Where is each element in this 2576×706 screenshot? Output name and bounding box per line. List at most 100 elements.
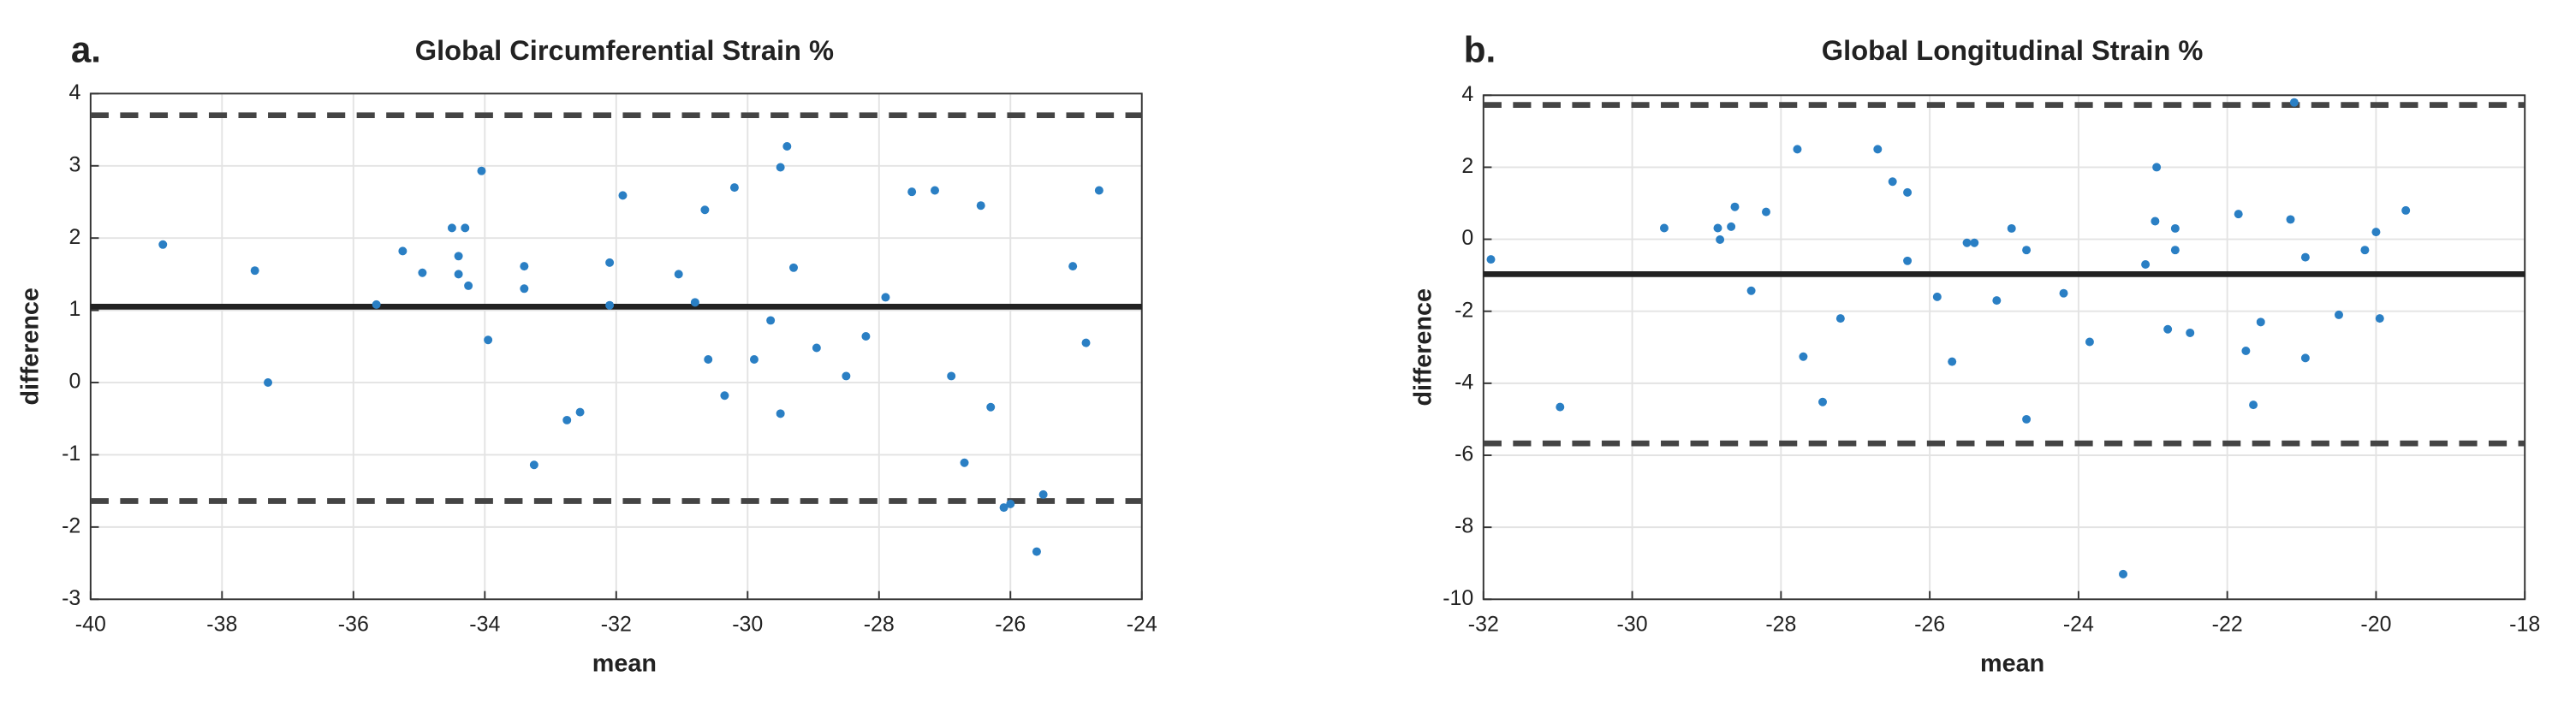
data-point	[2059, 288, 2068, 298]
x-tick-label: -40	[75, 613, 106, 637]
data-point	[484, 335, 493, 345]
data-point	[700, 205, 710, 215]
data-point	[947, 371, 956, 381]
x-tick-label: -32	[601, 613, 632, 637]
y-tick-label: 4	[68, 80, 80, 104]
data-point	[776, 163, 785, 172]
data-point	[1746, 286, 1756, 295]
x-tick-label: -28	[1765, 613, 1796, 637]
data-point	[1873, 145, 1883, 154]
data-point	[1948, 357, 1957, 366]
data-point	[2007, 223, 2016, 233]
data-point	[1799, 352, 1808, 361]
chart-title: Global Longitudinal Strain %	[1822, 34, 2204, 66]
y-tick-label: -10	[1443, 586, 1473, 610]
x-tick-label: -34	[469, 613, 500, 637]
data-point	[729, 183, 739, 193]
data-point	[1793, 145, 1802, 154]
data-point	[398, 246, 408, 256]
data-point	[2289, 98, 2299, 107]
y-tick-label: -1	[62, 442, 80, 466]
data-point	[562, 415, 572, 424]
data-point	[250, 266, 259, 276]
data-point	[907, 187, 917, 197]
data-point	[2371, 228, 2381, 237]
data-point	[842, 371, 851, 381]
data-point	[2022, 246, 2032, 255]
data-point	[2170, 246, 2180, 255]
plot-frame	[1482, 94, 2526, 601]
data-point	[1992, 296, 2002, 306]
data-point	[1038, 489, 1048, 499]
x-tick-label: -24	[1127, 613, 1157, 637]
data-point	[418, 268, 427, 277]
data-point	[477, 166, 486, 175]
data-point	[1888, 177, 1897, 187]
data-point	[2141, 260, 2151, 270]
data-point	[812, 343, 821, 353]
data-point	[2170, 223, 2180, 233]
x-tick-label: -22	[2212, 613, 2243, 637]
data-point	[931, 186, 939, 195]
data-point	[2375, 314, 2384, 323]
data-point	[976, 201, 985, 211]
data-point	[1903, 256, 1913, 265]
data-point	[372, 300, 381, 309]
data-point	[986, 402, 996, 412]
y-tick-label: 4	[1461, 82, 1473, 106]
y-tick-label: 2	[1461, 154, 1473, 178]
chart-title: Global Circumferential Strain %	[415, 34, 834, 66]
x-axis-label: mean	[592, 650, 657, 678]
data-point	[674, 270, 683, 279]
data-point	[1818, 397, 1827, 406]
y-tick-label: -8	[1455, 514, 1473, 538]
x-tick-label: -26	[995, 613, 1026, 637]
y-tick-label: 0	[68, 370, 80, 394]
x-tick-label: -18	[2509, 613, 2540, 637]
y-tick-label: 0	[1461, 226, 1473, 250]
data-point	[454, 252, 463, 261]
data-point	[520, 284, 529, 294]
data-point	[1932, 292, 1942, 301]
x-tick-label: -28	[864, 613, 895, 637]
data-point	[2256, 317, 2265, 327]
x-tick-label: -20	[2360, 613, 2391, 637]
data-point	[447, 223, 456, 233]
x-axis-label: mean	[1980, 650, 2044, 678]
data-point	[2022, 414, 2032, 424]
data-point	[690, 298, 699, 307]
y-tick-label: -3	[62, 586, 80, 610]
data-point	[454, 270, 463, 279]
data-point	[605, 258, 615, 267]
data-point	[704, 355, 713, 365]
y-tick-label: -4	[1455, 370, 1473, 394]
data-point	[1761, 207, 1770, 217]
data-point	[1727, 222, 1736, 231]
data-point	[999, 503, 1008, 513]
y-tick-label: 1	[68, 297, 80, 321]
data-point	[960, 458, 969, 467]
data-point	[529, 460, 538, 470]
data-point	[1068, 262, 1078, 271]
x-tick-label: -30	[1617, 613, 1648, 637]
data-point	[1659, 223, 1669, 233]
x-tick-label: -38	[206, 613, 237, 637]
data-point	[1556, 402, 1565, 412]
data-point	[881, 293, 890, 302]
x-tick-label: -36	[338, 613, 369, 637]
data-point	[2085, 337, 2094, 347]
data-point	[2151, 217, 2160, 226]
data-point	[461, 223, 470, 233]
data-point	[776, 409, 785, 418]
data-point	[749, 355, 759, 365]
data-point	[1730, 202, 1740, 211]
data-point	[2335, 310, 2343, 319]
y-tick-label: -2	[1455, 298, 1473, 322]
data-point	[1835, 314, 1845, 323]
panel-label: b.	[1464, 30, 1496, 70]
y-tick-label: -6	[1455, 442, 1473, 466]
data-point	[2234, 210, 2243, 219]
data-point	[2186, 328, 2195, 337]
